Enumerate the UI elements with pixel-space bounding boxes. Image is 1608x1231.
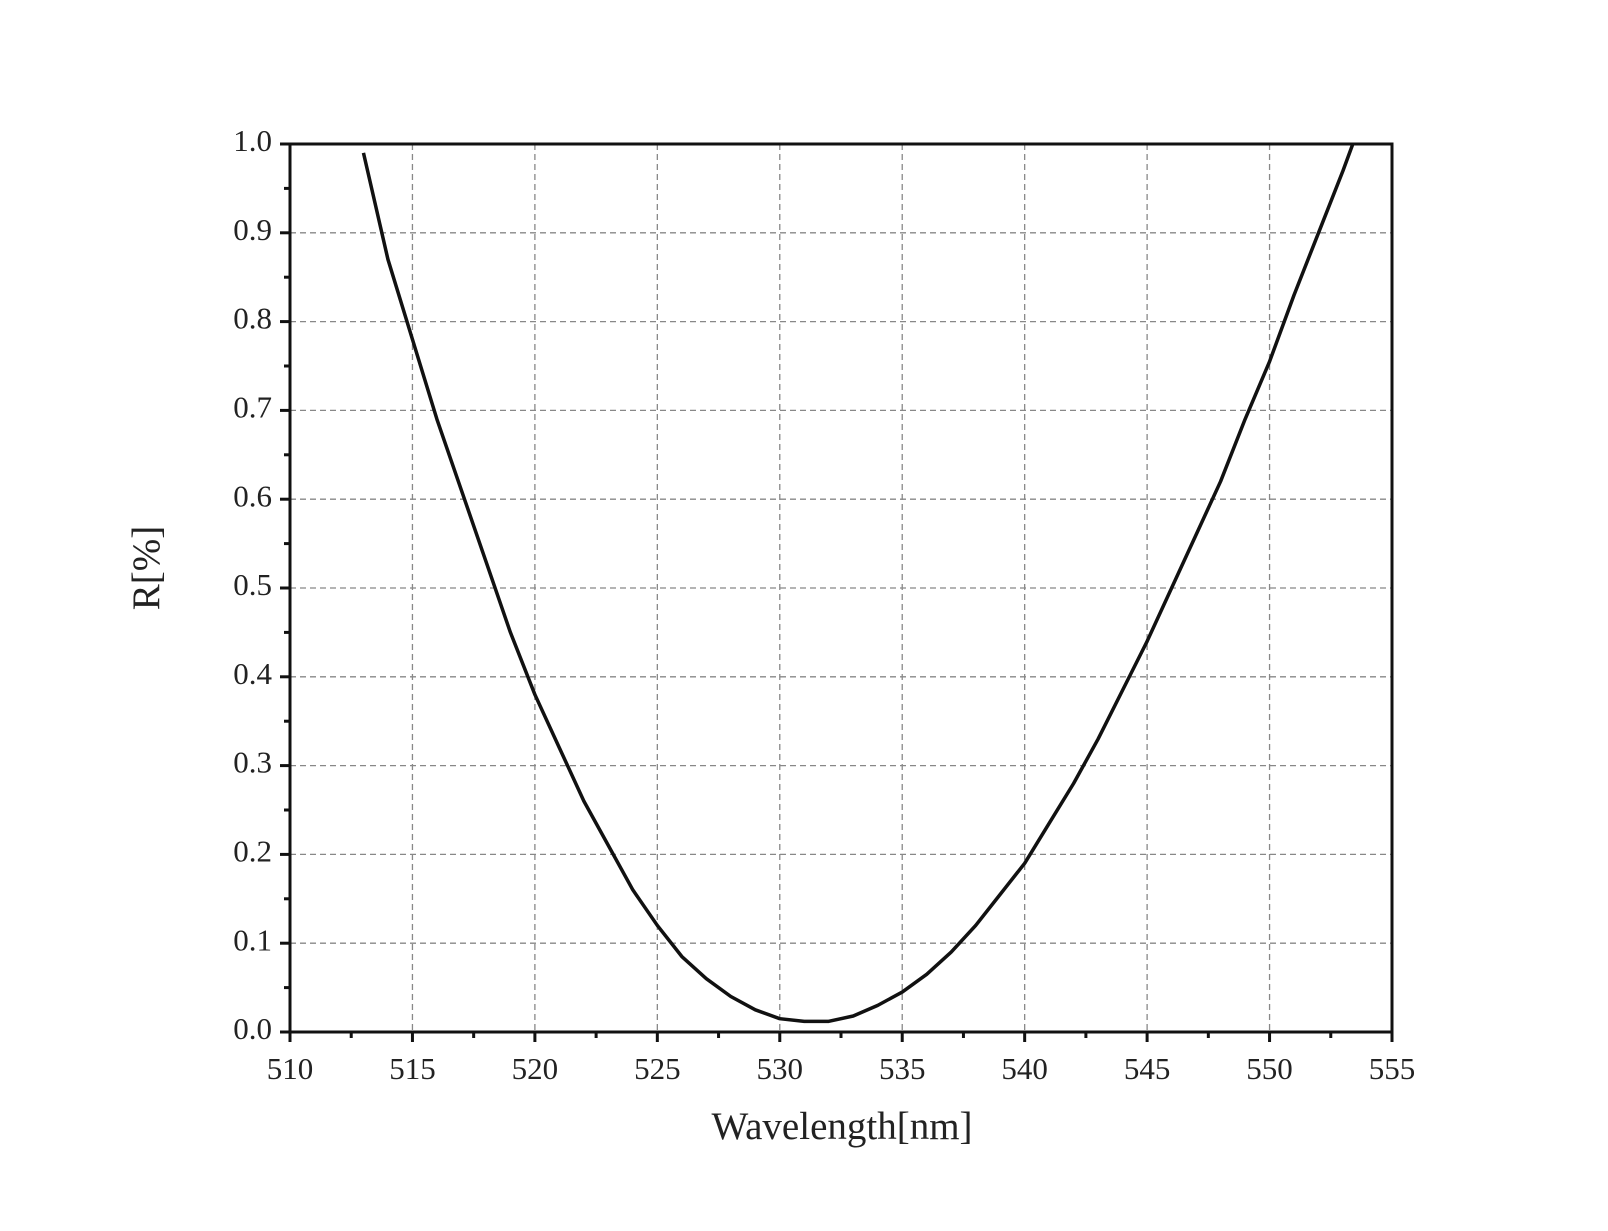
y-tick-label: 0.2 [233,834,272,869]
x-tick-label: 555 [1369,1051,1416,1086]
y-tick-label: 0.7 [233,390,272,425]
y-axis-label: R[%] [125,526,168,610]
x-tick-label: 545 [1124,1051,1171,1086]
y-tick-label: 0.4 [233,656,272,691]
y-tick-label: 0.3 [233,745,272,780]
y-tick-label: 0.1 [233,922,272,957]
plot-frame [288,142,1394,1034]
y-tick-label: 0.0 [233,1011,272,1046]
x-tick-label: 525 [634,1051,681,1086]
x-tick-label: 540 [1001,1051,1048,1086]
y-tick-label: 1.0 [233,123,272,158]
x-tick-label: 520 [512,1051,559,1086]
y-tick-label: 0.9 [233,212,272,247]
y-tick-label: 0.8 [233,301,272,336]
x-tick-label: 515 [389,1051,436,1086]
x-tick-label: 550 [1246,1051,1293,1086]
x-tick-label: 510 [267,1051,314,1086]
x-tick-label: 530 [757,1051,804,1086]
x-axis-label: Wavelength[nm] [711,1105,972,1148]
x-tick-label: 535 [879,1051,926,1086]
data-line [361,143,1355,1024]
y-tick-label: 0.5 [233,567,272,602]
y-tick-label: 0.6 [233,478,272,513]
